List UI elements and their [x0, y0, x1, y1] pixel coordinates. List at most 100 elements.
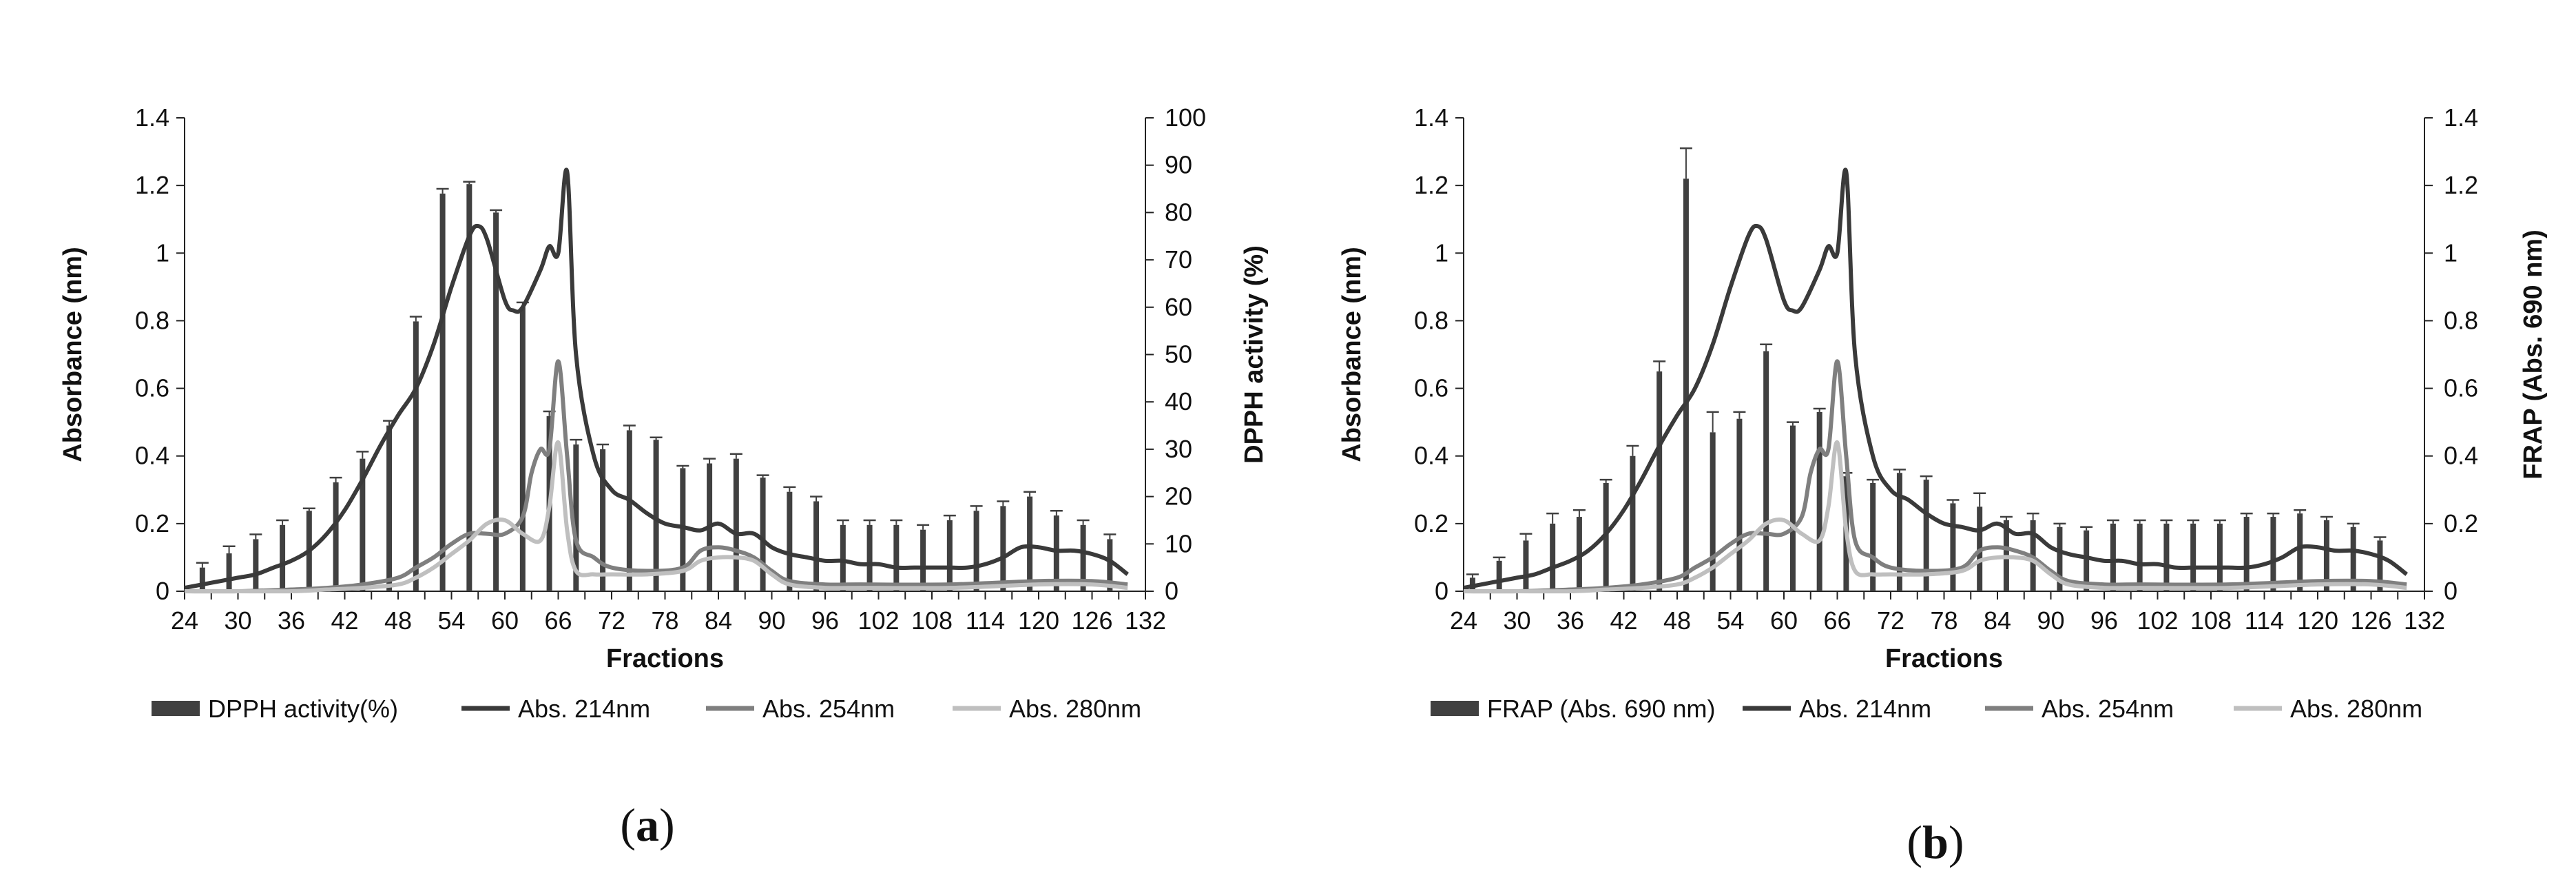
y-tick-label: 0.4	[1414, 442, 1448, 470]
legend-label: Abs. 280nm	[2290, 695, 2422, 723]
x-tick-label: 36	[1557, 606, 1584, 635]
y2-tick-label: 0.4	[2444, 442, 2478, 470]
y2-tick-label: 30	[1165, 435, 1192, 463]
bar	[760, 478, 766, 591]
panel-label: (a)	[620, 799, 674, 851]
panel-label-paren: (	[620, 799, 636, 851]
bar	[360, 458, 366, 591]
series-line-abs-254nm	[184, 359, 1128, 594]
x-tick-label: 24	[171, 606, 198, 635]
x-tick-label: 96	[811, 606, 839, 635]
x-tick-label: 84	[705, 606, 732, 635]
y2-axis-title: DPPH activity (%)	[1240, 245, 1269, 464]
legend-swatch-bar	[152, 701, 200, 716]
bar	[253, 539, 259, 591]
x-tick-label: 108	[2190, 606, 2232, 635]
y-tick-label: 0.8	[1414, 306, 1448, 334]
x-tick-label: 72	[1877, 606, 1904, 635]
y-tick-label: 1	[1435, 238, 1448, 267]
legend-label: Abs. 254nm	[2042, 695, 2174, 723]
x-tick-label: 48	[1663, 606, 1691, 635]
bar	[1950, 503, 1956, 591]
bar	[519, 307, 526, 591]
chart-panel-b: 0 0.2 0.4 0.6 0.8 1 1.2 1.4 0 0.2 0.4 0.6 0.8 1 1.2 1.4…	[1338, 103, 2548, 868]
bar	[600, 449, 606, 591]
series-line-abs-280nm	[184, 440, 1128, 594]
bar	[680, 468, 686, 591]
bar	[893, 524, 900, 591]
x-tick-label: 126	[1071, 606, 1112, 635]
bar	[813, 501, 820, 591]
bar	[2057, 526, 2063, 591]
x-tick-label: 78	[651, 606, 678, 635]
x-axis-title: Fractions	[1885, 644, 2003, 673]
x-tick-label: 54	[1716, 606, 1744, 635]
x-tick-label: 126	[2350, 606, 2391, 635]
y-tick-label: 1.4	[135, 103, 169, 132]
y2-tick-label: 1.2	[2444, 171, 2478, 199]
bar	[1736, 418, 1743, 591]
bar	[573, 444, 579, 591]
y2-tick-label: 0.2	[2444, 509, 2478, 537]
bar	[439, 193, 446, 591]
bar	[2110, 523, 2116, 591]
bar	[1816, 411, 1822, 591]
legend-label: DPPH activity(%)	[208, 695, 398, 723]
bar	[2190, 523, 2196, 591]
panel-label-letter: b	[1922, 816, 1949, 868]
y2-tick-label: 1.4	[2444, 103, 2478, 132]
x-tick-label: 84	[1984, 606, 2011, 635]
panel-label: (b)	[1907, 816, 1964, 868]
bar	[920, 529, 926, 591]
bar	[1107, 539, 1113, 591]
bar	[1870, 482, 1876, 591]
x-tick-label: 96	[2090, 606, 2118, 635]
y2-tick-label: 0	[1165, 577, 1178, 605]
legend-label: Abs. 214nm	[518, 695, 650, 723]
bar	[1630, 455, 1636, 591]
x-tick-label: 30	[1503, 606, 1530, 635]
x-tick-label: 66	[544, 606, 572, 635]
y-tick-label: 1.2	[1414, 171, 1448, 199]
bar	[280, 524, 286, 591]
x-tick-label: 42	[331, 606, 358, 635]
bar	[1496, 560, 1502, 591]
x-tick-label: 120	[2297, 606, 2338, 635]
legend-label: Abs. 280nm	[1009, 695, 1141, 723]
bar	[2297, 513, 2303, 591]
x-tick-label: 48	[384, 606, 412, 635]
bar	[2377, 540, 2383, 591]
bar	[386, 425, 393, 591]
bar	[866, 524, 873, 591]
x-tick-label: 36	[278, 606, 305, 635]
bar	[1656, 371, 1663, 591]
bar	[787, 491, 793, 591]
y2-tick-label: 60	[1165, 293, 1192, 321]
legend-label: Abs. 254nm	[762, 695, 895, 723]
bar	[653, 440, 659, 591]
y2-tick-label: 70	[1165, 245, 1192, 274]
x-tick-label: 132	[2404, 606, 2445, 635]
bar	[1683, 178, 1689, 591]
x-tick-label: 114	[966, 606, 1005, 635]
bar	[2084, 530, 2090, 591]
legend-label: Abs. 214nm	[1799, 695, 1931, 723]
y2-tick-label: 80	[1165, 198, 1192, 226]
y2-tick-label: 20	[1165, 482, 1192, 511]
bar	[2137, 523, 2143, 591]
y2-tick-label: 0.6	[2444, 374, 2478, 402]
y2-axis-title: FRAP (Abs. 690 nm)	[2519, 229, 2548, 479]
bar	[1550, 523, 1556, 591]
y-tick-label: 0	[1435, 577, 1448, 605]
bar	[226, 553, 232, 591]
y-axis-title: Absorbance (nm)	[59, 247, 87, 462]
x-tick-label: 90	[758, 606, 785, 635]
bar	[840, 524, 846, 591]
y-tick-label: 0.4	[135, 442, 169, 470]
x-tick-label: 54	[437, 606, 465, 635]
x-tick-label: 66	[1823, 606, 1851, 635]
x-tick-label: 42	[1610, 606, 1637, 635]
series-line-abs-214nm	[184, 167, 1130, 591]
x-tick-label: 60	[491, 606, 519, 635]
